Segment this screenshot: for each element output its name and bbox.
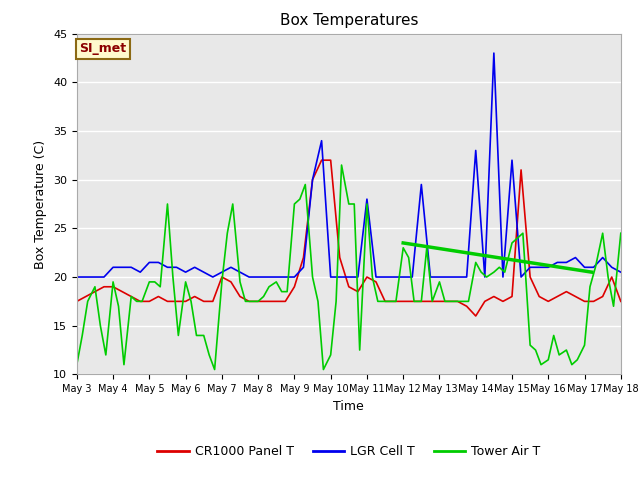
CR1000 Panel T — [317, 157, 325, 163]
Tower Air T — [617, 230, 625, 236]
CR1000 Panel T — [73, 299, 81, 304]
Tower Air T — [73, 362, 81, 368]
CR1000 Panel T — [182, 299, 189, 304]
CR1000 Panel T — [264, 299, 271, 304]
Tower Air T — [545, 357, 552, 363]
LGR Cell T — [399, 274, 407, 280]
Legend: CR1000 Panel T, LGR Cell T, Tower Air T: CR1000 Panel T, LGR Cell T, Tower Air T — [152, 440, 545, 463]
Tower Air T — [211, 367, 218, 372]
CR1000 Panel T — [617, 299, 625, 304]
LGR Cell T — [554, 260, 561, 265]
CR1000 Panel T — [200, 299, 207, 304]
CR1000 Panel T — [372, 279, 380, 285]
Tower Air T — [138, 299, 146, 304]
LGR Cell T — [182, 269, 189, 275]
CR1000 Panel T — [563, 289, 570, 295]
Tower Air T — [200, 333, 207, 338]
LGR Cell T — [363, 196, 371, 202]
LGR Cell T — [617, 269, 625, 275]
Tower Air T — [610, 303, 618, 309]
CR1000 Panel T — [472, 313, 479, 319]
LGR Cell T — [490, 50, 498, 56]
CR1000 Panel T — [408, 299, 416, 304]
Tower Air T — [399, 245, 407, 251]
Tower Air T — [338, 162, 346, 168]
Line: LGR Cell T: LGR Cell T — [77, 53, 621, 277]
LGR Cell T — [73, 274, 81, 280]
X-axis label: Time: Time — [333, 400, 364, 413]
Line: CR1000 Panel T: CR1000 Panel T — [77, 160, 621, 316]
Text: SI_met: SI_met — [79, 42, 127, 55]
Title: Box Temperatures: Box Temperatures — [280, 13, 418, 28]
Tower Air T — [218, 279, 226, 285]
LGR Cell T — [264, 274, 271, 280]
Y-axis label: Box Temperature (C): Box Temperature (C) — [35, 139, 47, 269]
Line: Tower Air T: Tower Air T — [77, 165, 621, 370]
LGR Cell T — [200, 269, 207, 275]
